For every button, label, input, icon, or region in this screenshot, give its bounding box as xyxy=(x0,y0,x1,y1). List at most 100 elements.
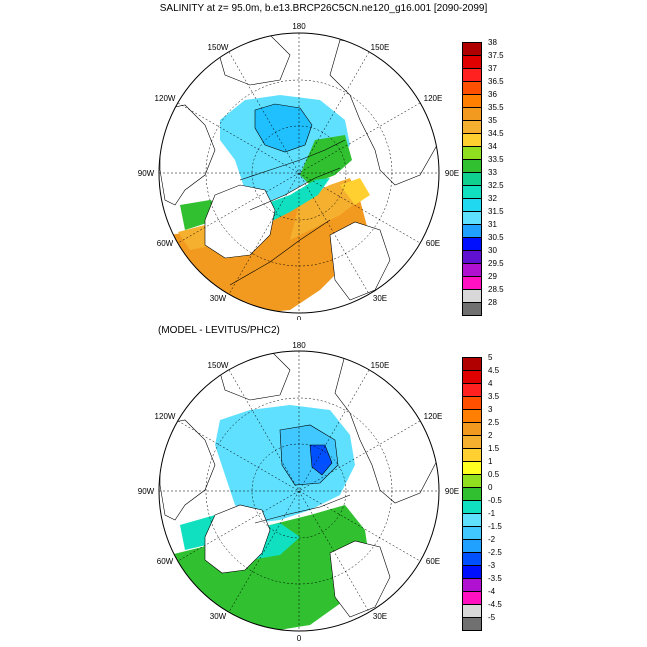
top-colorbar-color-swatch xyxy=(462,224,482,238)
top-teal-band xyxy=(262,178,330,222)
top-lon-label-120w: 120W xyxy=(155,94,176,103)
top-lon-label-30w: 30W xyxy=(210,294,227,303)
top-colorbar-tick-label: 35 xyxy=(488,116,497,125)
top-beaufort-low-salinity xyxy=(255,104,312,152)
bottom-greenland-land xyxy=(204,504,271,574)
top-north-america-land xyxy=(159,104,216,206)
bottom-colorbar-tick-label: -1 xyxy=(488,509,496,518)
top-colorbar-color-swatch xyxy=(462,276,482,290)
top-colorbar-color-swatch xyxy=(462,133,482,147)
top-colorbar-tick-label: 34 xyxy=(488,142,497,151)
top-colorbar-tick-label: 37 xyxy=(488,64,497,73)
top-colorbar-tick-label: 31 xyxy=(488,220,497,229)
bottom-colorbar-tick-label: -0.5 xyxy=(488,496,502,505)
bottom-lon-label-120w: 120W xyxy=(155,412,176,421)
top-colorbar-color-swatch xyxy=(462,263,482,277)
bottom-colorbar-color-swatch xyxy=(462,565,482,579)
top-colorbar-tick-label: 28 xyxy=(488,298,497,307)
bottom-colorbar-color-swatch xyxy=(462,552,482,566)
top-lon-label-90w: 90W xyxy=(138,169,155,178)
bottom-colorbar-color-swatch xyxy=(462,500,482,514)
top-lon-label-150w: 150W xyxy=(208,43,229,52)
bottom-scandinavia-land xyxy=(329,540,391,618)
bottom-colorbar-color-swatch xyxy=(462,409,482,423)
top-graticule xyxy=(159,33,439,313)
top-colorbar-color-swatch xyxy=(462,42,482,56)
top-colorbar-tick-label: 30 xyxy=(488,246,497,255)
top-lon-label-60w: 60W xyxy=(157,239,174,248)
top-colorbar-tick-label: 38 xyxy=(488,38,497,47)
top-scandinavia-land xyxy=(329,221,391,301)
bottom-colorbar-tick-label: 3.5 xyxy=(488,392,500,401)
top-colorbar-tick-label: 28.5 xyxy=(488,285,504,294)
bottom-colorbar-tick-label: 3 xyxy=(488,405,493,414)
top-colorbar-tick-label: 36.5 xyxy=(488,77,504,86)
top-colorbar-tick-label: 33 xyxy=(488,168,497,177)
bottom-colorbar-color-swatch xyxy=(462,461,482,475)
bottom-lon-label-120e: 120E xyxy=(424,412,443,421)
top-colorbar-tick-label: 34.5 xyxy=(488,129,504,138)
bottom-colorbar-color-swatch xyxy=(462,617,482,631)
top-contour-line xyxy=(254,103,313,153)
bottom-colorbar-tick-label: -4.5 xyxy=(488,600,502,609)
top-lon-label-150e: 150E xyxy=(371,43,390,52)
bottom-graticule xyxy=(159,351,439,631)
bottom-colorbar-tick-label: 1 xyxy=(488,457,493,466)
top-green-transition xyxy=(300,135,352,185)
bottom-lon-label-60e: 60E xyxy=(426,557,440,566)
bottom-lon-label-90w: 90W xyxy=(138,487,155,496)
bottom-atlantic-positive xyxy=(170,505,370,631)
bottom-colorbar-color-swatch xyxy=(462,448,482,462)
bottom-colorbar-tick-label: 2 xyxy=(488,431,493,440)
top-colorbar-tick-label: 37.5 xyxy=(488,51,504,60)
top-colorbar-color-swatch xyxy=(462,198,482,212)
top-atlantic-light-orange xyxy=(290,178,360,240)
top-colorbar-tick-label: 35.5 xyxy=(488,103,504,112)
top-contour-line xyxy=(239,139,346,181)
top-greenland-land xyxy=(204,184,276,259)
bottom-colorbar-color-swatch xyxy=(462,357,482,371)
top-colorbar-color-swatch xyxy=(462,107,482,121)
bottom-colorbar-tick-label: -3 xyxy=(488,561,496,570)
bottom-colorbar-tick-label: -2.5 xyxy=(488,548,502,557)
top-colorbar-tick-label: 32 xyxy=(488,194,497,203)
top-colorbar-color-swatch xyxy=(462,81,482,95)
top-lon-label-120e: 120E xyxy=(424,94,443,103)
top-colorbar-tick-label: 31.5 xyxy=(488,207,504,216)
top-colorbar-color-swatch xyxy=(462,120,482,134)
bottom-colorbar-color-swatch xyxy=(462,422,482,436)
top-lon-label-180: 180 xyxy=(292,22,306,31)
top-colorbar-tick-label: 29.5 xyxy=(488,259,504,268)
top-contour-line xyxy=(229,219,331,286)
bottom-colorbar-color-swatch xyxy=(462,578,482,592)
bottom-colorbar-color-swatch xyxy=(462,604,482,618)
bottom-arctic-negative-core xyxy=(310,445,332,475)
top-salinity-map: 180 0 150W 120W 90W 60W 30W 150E 120E 90… xyxy=(138,22,459,320)
bottom-lon-label-30w: 30W xyxy=(210,612,227,621)
figure-title: SALINITY at z= 95.0m, b.e13.BRCP26C5CN.n… xyxy=(159,3,488,14)
bottom-contour-line xyxy=(279,424,339,486)
difference-subtitle: (MODEL - LEVITUS/PHC2) xyxy=(158,325,280,336)
top-colorbar-color-swatch xyxy=(462,94,482,108)
top-barents-yellow xyxy=(340,178,370,205)
bottom-colorbar-tick-label: -4 xyxy=(488,587,496,596)
bottom-colorbar-tick-label: 5 xyxy=(488,353,493,362)
bottom-colorbar-color-swatch xyxy=(462,591,482,605)
bottom-colorbar-tick-label: 0 xyxy=(488,483,493,492)
top-lon-label-30e: 30E xyxy=(373,294,387,303)
bottom-difference-map: 180 0 150W 120W 90W 60W 30W 150E 120E 90… xyxy=(138,341,459,643)
top-colorbar-color-swatch xyxy=(462,250,482,264)
bottom-colorbar-color-swatch xyxy=(462,370,482,384)
bottom-colorbar-tick-label: -2 xyxy=(488,535,496,544)
bottom-colorbar-color-swatch xyxy=(462,487,482,501)
bottom-lon-label-150e: 150E xyxy=(371,361,390,370)
top-colorbar-tick-label: 33.5 xyxy=(488,155,504,164)
top-colorbar-tick-label: 29 xyxy=(488,272,497,281)
top-colorbar-color-swatch xyxy=(462,172,482,186)
bottom-colorbar-color-swatch xyxy=(462,526,482,540)
bottom-lon-label-0: 0 xyxy=(297,634,302,643)
top-colorbar-color-swatch xyxy=(462,146,482,160)
top-colorbar-color-swatch xyxy=(462,68,482,82)
top-colorbar-color-swatch xyxy=(462,289,482,303)
bottom-lon-label-180: 180 xyxy=(292,341,306,350)
